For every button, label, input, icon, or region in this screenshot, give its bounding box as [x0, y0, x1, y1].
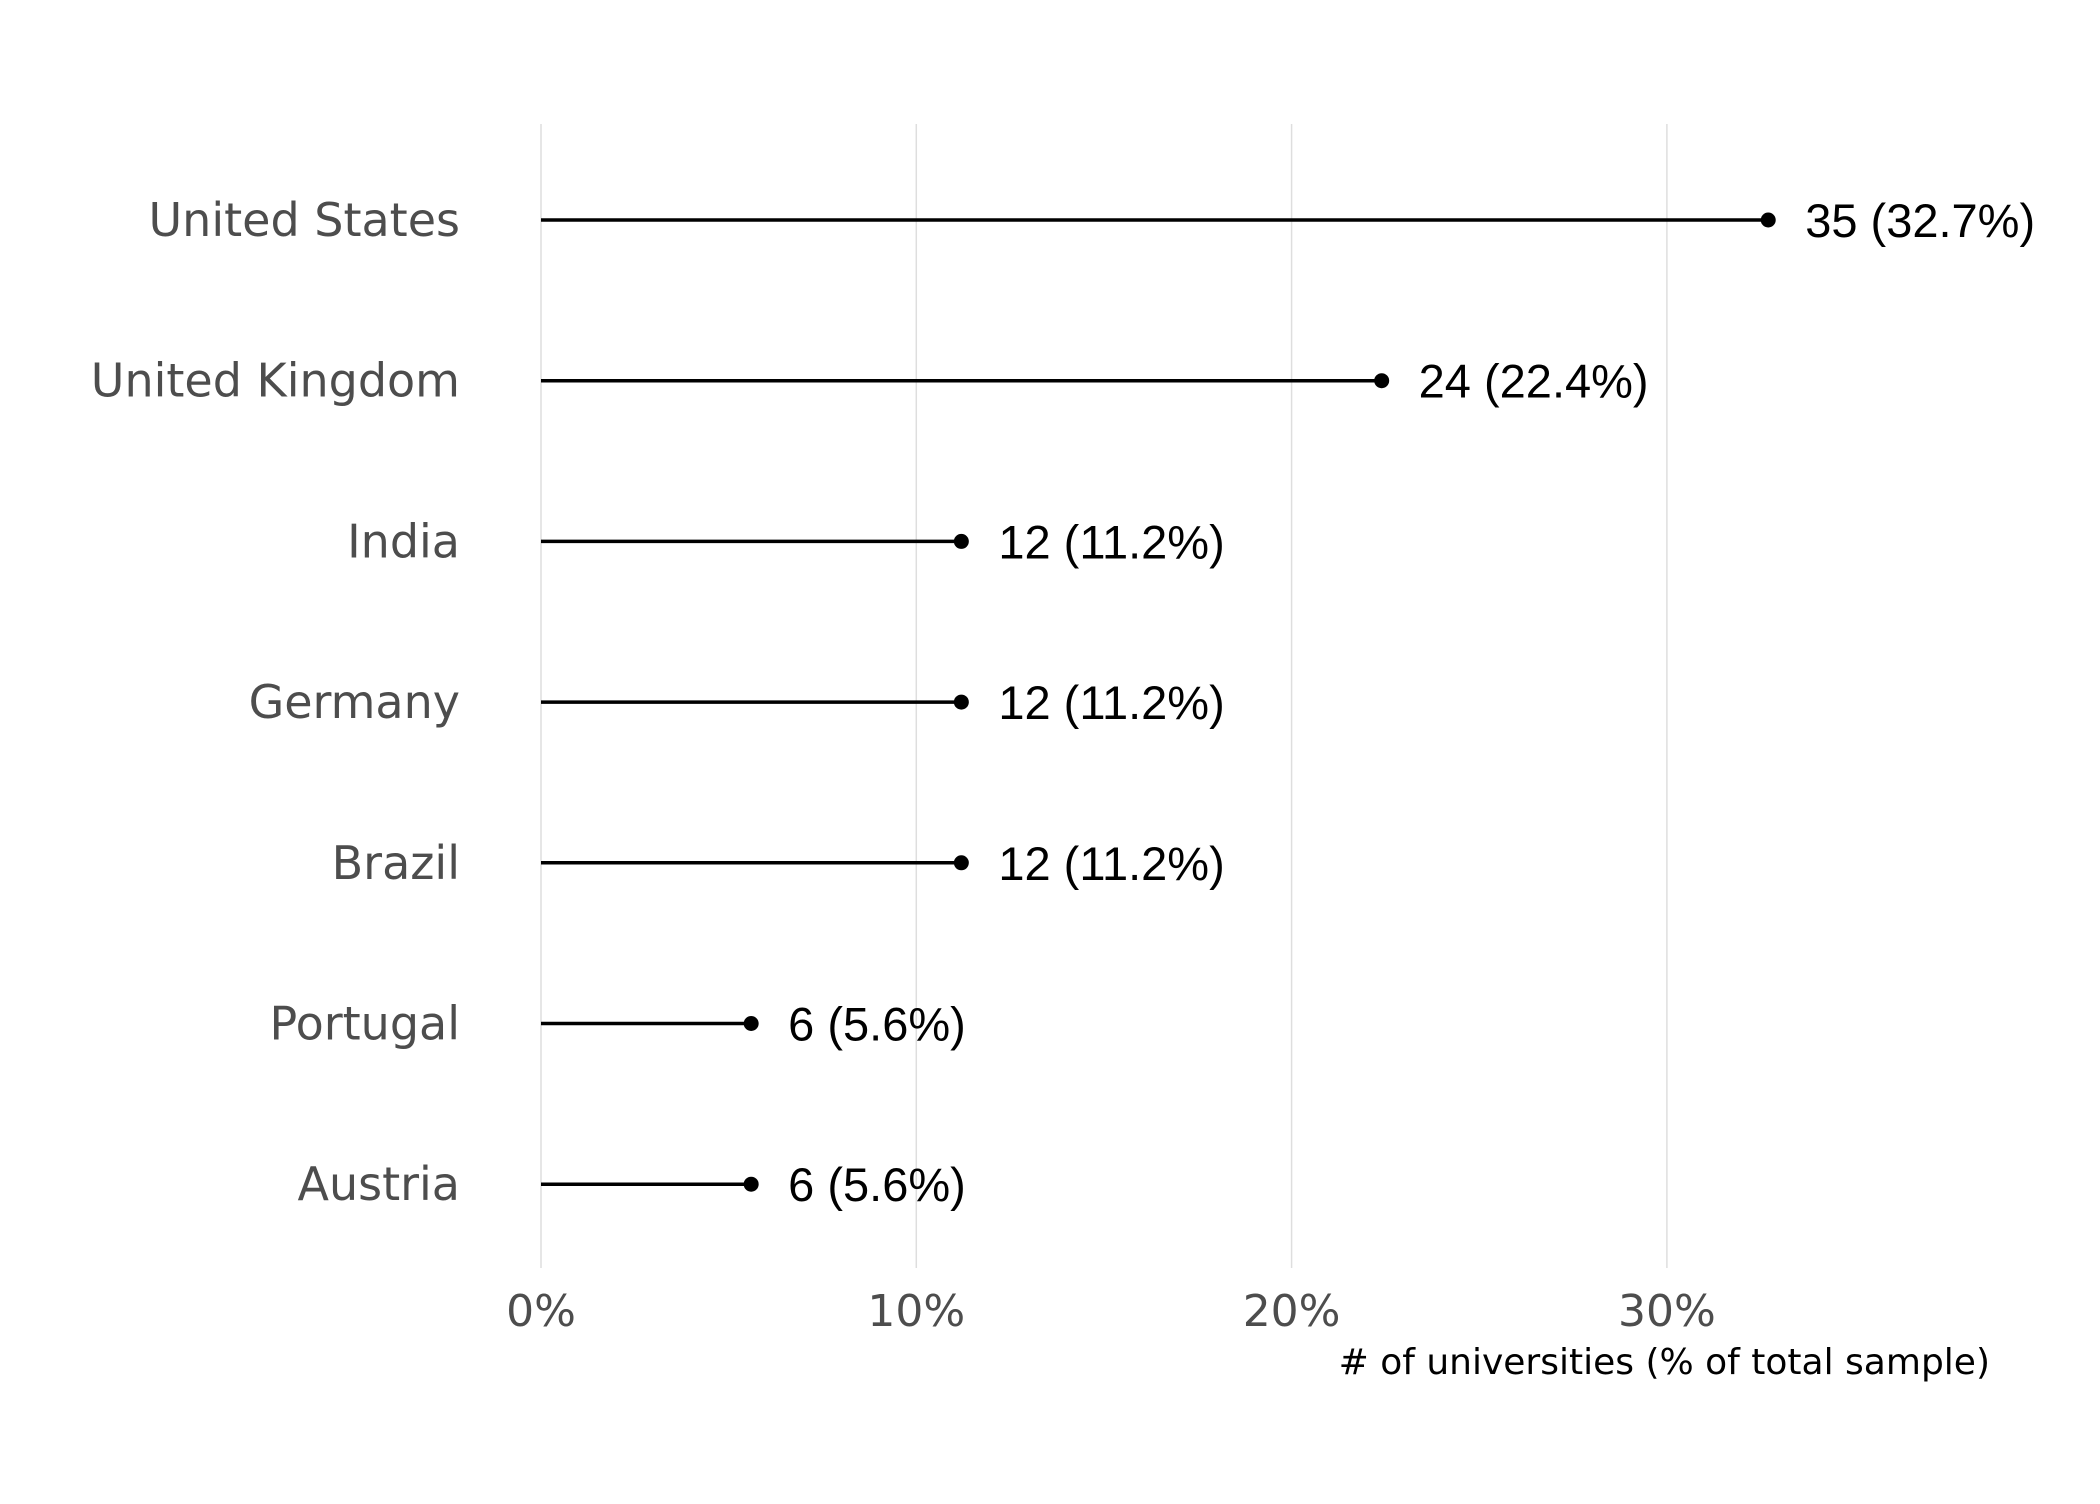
lollipop-point — [743, 1016, 759, 1031]
x-tick-label: 20% — [1243, 1286, 1341, 1337]
lollipop-point — [953, 694, 969, 710]
category-label: Portugal — [269, 997, 460, 1051]
category-label: Austria — [297, 1157, 460, 1211]
data-label: 12 (11.2%) — [998, 837, 1224, 890]
x-tick-label: 10% — [867, 1286, 965, 1337]
lollipop-point — [1374, 373, 1390, 389]
data-label: 12 (11.2%) — [998, 515, 1224, 568]
category-label: United States — [149, 193, 461, 247]
category-label: India — [347, 514, 460, 568]
category-label: Brazil — [332, 836, 460, 890]
x-axis-title: # of universities (% of total sample) — [1339, 1342, 1990, 1383]
lollipop-point — [953, 533, 969, 549]
data-label: 6 (5.6%) — [788, 1158, 966, 1211]
category-labels: United States United Kingdom India Germany B… — [91, 193, 460, 1211]
data-label: 24 (22.4%) — [1419, 355, 1649, 408]
x-tick-label: 30% — [1618, 1286, 1716, 1337]
data-label: 35 (32.7%) — [1805, 194, 2035, 247]
lollipop-point — [1760, 212, 1776, 228]
category-label: United Kingdom — [91, 354, 460, 408]
lollipops: 35 (32.7%) 24 (22.4%) 12 (11.2%) 12 (11.2%)… — [541, 194, 2035, 1211]
lollipop-point — [953, 855, 969, 871]
lollipop-point — [743, 1176, 759, 1192]
x-tick-label: 0% — [506, 1286, 576, 1337]
data-label: 6 (5.6%) — [788, 998, 966, 1051]
gridlines — [540, 124, 1668, 1268]
category-label: Germany — [249, 675, 460, 729]
x-axis-ticks: 0% 10% 20% 30% — [506, 1286, 1716, 1337]
data-label: 12 (11.2%) — [998, 676, 1224, 729]
